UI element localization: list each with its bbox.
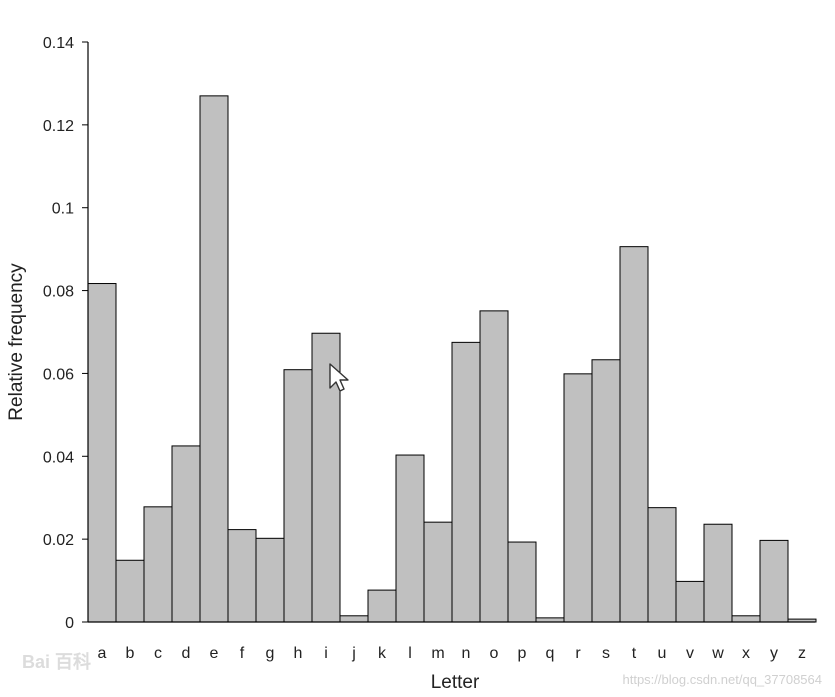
bar-v xyxy=(675,580,705,623)
bar-t xyxy=(619,246,649,623)
bar-p xyxy=(507,541,537,623)
x-tick-label-e: e xyxy=(210,645,219,662)
bar-n xyxy=(451,341,481,623)
bar-c xyxy=(143,506,173,623)
x-tick-label-a: a xyxy=(98,645,107,662)
x-tick-label-x: x xyxy=(742,645,750,662)
bar-l xyxy=(395,454,425,623)
baike-logo-text: Bai 百科 xyxy=(22,651,91,672)
x-tick-label-q: q xyxy=(546,645,555,662)
x-tick-label-k: k xyxy=(378,645,387,662)
x-tick-label-j: j xyxy=(351,645,356,662)
y-tick-label: 0.04 xyxy=(43,449,74,466)
bar-y xyxy=(759,539,789,623)
x-axis-title: Letter xyxy=(431,672,480,693)
bar-q xyxy=(535,617,565,623)
arrow-cursor-icon xyxy=(329,363,349,392)
y-tick-label: 0.12 xyxy=(43,118,74,135)
bar-k xyxy=(367,589,397,623)
x-tick-label-w: w xyxy=(711,645,724,662)
y-tick-label: 0.1 xyxy=(52,201,74,218)
y-tick-label: 0.06 xyxy=(43,366,74,383)
y-axis-ticks: 0 0.02 0.04 0.06 0.08 0.1 0.12 0.14 xyxy=(43,35,88,632)
x-tick-label-i: i xyxy=(324,645,328,662)
x-tick-label-m: m xyxy=(431,645,444,662)
bars-group xyxy=(87,95,817,623)
x-tick-label-h: h xyxy=(294,645,303,662)
x-tick-label-s: s xyxy=(602,645,610,662)
bar-a xyxy=(87,283,117,623)
bar-s xyxy=(591,359,621,623)
y-tick-label: 0.02 xyxy=(43,532,74,549)
x-tick-label-v: v xyxy=(686,645,694,662)
x-tick-label-p: p xyxy=(518,645,527,662)
y-tick-label: 0.08 xyxy=(43,284,74,301)
x-tick-label-g: g xyxy=(266,645,275,662)
x-tick-label-b: b xyxy=(126,645,135,662)
x-tick-label-c: c xyxy=(154,645,162,662)
x-tick-label-u: u xyxy=(658,645,667,662)
x-tick-label-t: t xyxy=(632,645,637,662)
x-tick-label-y: y xyxy=(770,645,778,662)
bar-m xyxy=(423,521,453,623)
bar-g xyxy=(255,537,285,623)
bar-b xyxy=(115,559,145,623)
baike-logo: Bai 百科 xyxy=(22,651,91,672)
bar-e xyxy=(199,95,229,623)
x-tick-label-o: o xyxy=(490,645,499,662)
x-tick-label-f: f xyxy=(240,645,245,662)
y-tick-label: 0 xyxy=(65,615,74,632)
y-axis-title: Relative frequency xyxy=(6,263,27,421)
bar-o xyxy=(479,310,509,623)
bar-w xyxy=(703,523,733,623)
source-watermark: https://blog.csdn.net/qq_37708564 xyxy=(623,672,823,687)
bar-x xyxy=(731,615,761,623)
bar-h xyxy=(283,369,313,623)
x-tick-label-z: z xyxy=(798,645,806,662)
bar-d xyxy=(171,445,201,623)
bar-r xyxy=(563,373,593,623)
bar-u xyxy=(647,507,677,623)
y-tick-label: 0.14 xyxy=(43,35,74,52)
x-tick-label-n: n xyxy=(462,645,471,662)
x-tick-label-r: r xyxy=(575,645,581,662)
x-tick-label-l: l xyxy=(408,645,412,662)
bar-f xyxy=(227,529,257,623)
bar-j xyxy=(339,615,369,623)
x-tick-label-d: d xyxy=(182,645,191,662)
